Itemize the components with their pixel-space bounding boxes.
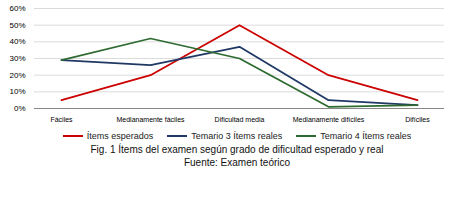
svg-text:0%: 0%: [14, 104, 26, 113]
svg-text:30%: 30%: [9, 54, 25, 63]
svg-text:10%: 10%: [9, 87, 25, 96]
svg-text:Difíciles: Difíciles: [405, 116, 430, 123]
html-text:Fig. 1 Ítems del examen según: Fig. 1 Ítems del examen según grado de d…: [90, 144, 384, 155]
svg-text:Medianamente difíciles: Medianamente difíciles: [293, 116, 365, 123]
html-text:Temario 3 Ítems reales: Temario 3 Ítems reales: [191, 130, 283, 141]
svg-text:60%: 60%: [9, 4, 25, 13]
svg-text:40%: 40%: [9, 37, 25, 46]
svg-text:Medianamente fáciles: Medianamente fáciles: [116, 116, 185, 123]
html-text:Fuente: Examen teórico: Fuente: Examen teórico: [183, 157, 291, 168]
svg-text:20%: 20%: [9, 71, 25, 80]
html-text:Ítems esperados: Ítems esperados: [86, 130, 154, 141]
svg-text:Dificultad media: Dificultad media: [215, 116, 265, 123]
svg-text:50%: 50%: [9, 21, 25, 30]
svg-text:Fáciles: Fáciles: [50, 116, 73, 123]
html-text:Temario 4 Ítems reales: Temario 4 Ítems reales: [320, 130, 412, 141]
